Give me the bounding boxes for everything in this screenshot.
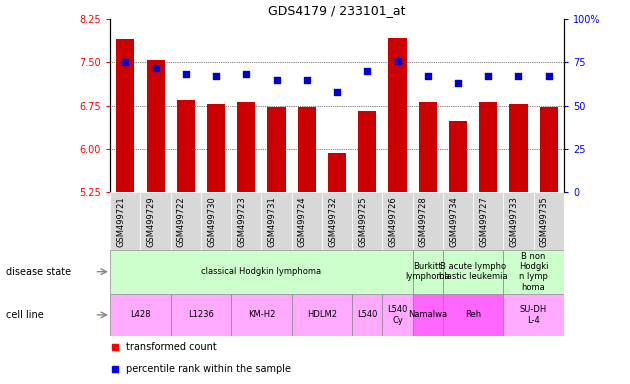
Bar xyxy=(201,192,231,250)
Text: L540
Cy: L540 Cy xyxy=(387,305,408,324)
Text: Namalwa: Namalwa xyxy=(408,310,447,319)
Bar xyxy=(443,192,473,250)
Bar xyxy=(540,107,558,192)
Point xyxy=(544,73,554,79)
Text: percentile rank within the sample: percentile rank within the sample xyxy=(126,364,291,374)
Bar xyxy=(443,250,503,294)
Bar xyxy=(352,192,382,250)
Bar xyxy=(171,192,201,250)
Text: SU-DH
L-4: SU-DH L-4 xyxy=(520,305,547,324)
Point xyxy=(423,73,433,79)
Bar xyxy=(449,121,467,192)
Bar xyxy=(352,294,382,336)
Bar xyxy=(231,192,261,250)
Text: L1236: L1236 xyxy=(188,310,214,319)
Bar xyxy=(207,104,225,192)
Text: classical Hodgkin lymphoma: classical Hodgkin lymphoma xyxy=(202,267,321,276)
Text: GSM499723: GSM499723 xyxy=(238,197,246,247)
Text: L428: L428 xyxy=(130,310,151,319)
Text: GSM499732: GSM499732 xyxy=(328,197,337,247)
Bar xyxy=(261,192,292,250)
Bar xyxy=(503,250,564,294)
Bar xyxy=(382,192,413,250)
Point xyxy=(453,80,463,86)
Text: disease state: disease state xyxy=(6,266,71,277)
Text: HDLM2: HDLM2 xyxy=(307,310,337,319)
Point xyxy=(211,73,221,79)
Text: GSM499733: GSM499733 xyxy=(510,197,518,247)
Text: GSM499731: GSM499731 xyxy=(268,197,277,247)
Bar xyxy=(534,192,564,250)
Point xyxy=(272,77,282,83)
Text: GSM499734: GSM499734 xyxy=(449,197,458,247)
Text: GSM499721: GSM499721 xyxy=(117,197,125,247)
Bar xyxy=(298,108,316,192)
Bar xyxy=(171,294,231,336)
Point xyxy=(181,71,191,78)
Bar xyxy=(358,111,376,192)
Bar xyxy=(473,192,503,250)
Bar xyxy=(503,294,564,336)
Title: GDS4179 / 233101_at: GDS4179 / 233101_at xyxy=(268,3,406,17)
Bar xyxy=(413,192,443,250)
Text: GSM499722: GSM499722 xyxy=(177,197,186,247)
Bar xyxy=(443,294,503,336)
Point xyxy=(362,68,372,74)
Bar xyxy=(238,101,255,192)
Point xyxy=(110,344,120,350)
Text: B non
Hodgki
n lymp
homa: B non Hodgki n lymp homa xyxy=(519,252,548,292)
Point xyxy=(483,73,493,79)
Text: GSM499729: GSM499729 xyxy=(147,197,156,247)
Text: GSM499730: GSM499730 xyxy=(207,197,216,247)
Bar xyxy=(382,294,413,336)
Bar xyxy=(328,153,346,192)
Point xyxy=(392,58,403,64)
Bar xyxy=(231,294,292,336)
Text: Burkitt
lymphoma: Burkitt lymphoma xyxy=(406,262,450,281)
Bar xyxy=(268,107,285,192)
Text: Reh: Reh xyxy=(465,310,481,319)
Point xyxy=(151,65,161,71)
Bar xyxy=(140,192,171,250)
Text: transformed count: transformed count xyxy=(126,342,217,352)
Bar xyxy=(110,250,413,294)
Bar xyxy=(177,100,195,192)
Text: KM-H2: KM-H2 xyxy=(248,310,275,319)
Bar xyxy=(110,192,140,250)
Point xyxy=(241,71,251,78)
Point xyxy=(110,366,120,372)
Bar xyxy=(147,60,164,192)
Bar xyxy=(413,294,443,336)
Bar xyxy=(419,101,437,192)
Bar xyxy=(110,294,171,336)
Text: GSM499728: GSM499728 xyxy=(419,197,428,247)
Bar xyxy=(322,192,352,250)
Text: GSM499724: GSM499724 xyxy=(298,197,307,247)
Bar xyxy=(479,101,497,192)
Text: GSM499725: GSM499725 xyxy=(358,197,367,247)
Bar xyxy=(510,104,527,192)
Text: cell line: cell line xyxy=(6,310,44,320)
Point xyxy=(332,89,342,95)
Text: GSM499726: GSM499726 xyxy=(389,197,398,247)
Point xyxy=(120,60,130,66)
Text: L540: L540 xyxy=(357,310,377,319)
Bar xyxy=(292,294,352,336)
Bar xyxy=(292,192,322,250)
Text: GSM499735: GSM499735 xyxy=(540,197,549,247)
Text: GSM499727: GSM499727 xyxy=(479,197,488,247)
Point xyxy=(513,73,524,79)
Point xyxy=(302,77,312,83)
Bar xyxy=(503,192,534,250)
Bar xyxy=(413,250,443,294)
Text: B acute lympho
blastic leukemia: B acute lympho blastic leukemia xyxy=(439,262,507,281)
Bar xyxy=(389,38,406,192)
Bar xyxy=(117,40,134,192)
